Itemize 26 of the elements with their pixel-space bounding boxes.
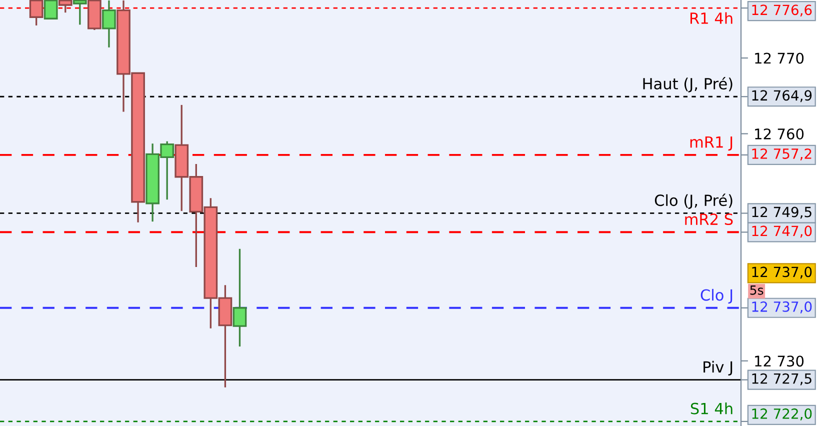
y-tick-label: 12 776,6 <box>752 4 812 17</box>
y-tick-label: 12 722,0 <box>752 408 812 420</box>
y-tick-label: 12 760 <box>755 128 804 140</box>
candlestick <box>29 0 44 26</box>
candlestick <box>58 0 72 14</box>
y-tick-label: 12 727,5 <box>752 373 812 386</box>
ref-line-label: Haut (J, Pré) <box>643 77 732 92</box>
candlestick <box>72 0 87 26</box>
ref-line-label: mR1 J <box>690 136 732 151</box>
y-tick-label: 12 757,2 <box>752 148 812 160</box>
y-tick-label: 12 764,9 <box>752 90 812 102</box>
text: 5s <box>750 286 764 295</box>
y-tick-label: 12 747,0 <box>752 226 812 238</box>
ref-line-label: S1 4h <box>690 402 732 414</box>
y-tick-label: 12 737,0 <box>752 301 812 314</box>
ref-line-label: Clo J <box>700 288 732 304</box>
candlestick <box>102 0 116 48</box>
ref-line-label: R1 4h <box>690 12 732 24</box>
y-tick-label: 12 770 <box>755 52 804 64</box>
ref-line-label: mR2 S <box>685 213 733 226</box>
ref-line-label: Piv J <box>704 360 732 376</box>
y-tick-label: 12 749,5 <box>752 206 812 219</box>
ref-line-label: Clo (J, Pré) <box>654 194 732 209</box>
candlestick <box>44 0 58 20</box>
candlestick <box>232 248 247 348</box>
y-tick-label: 12 730 <box>755 356 804 367</box>
